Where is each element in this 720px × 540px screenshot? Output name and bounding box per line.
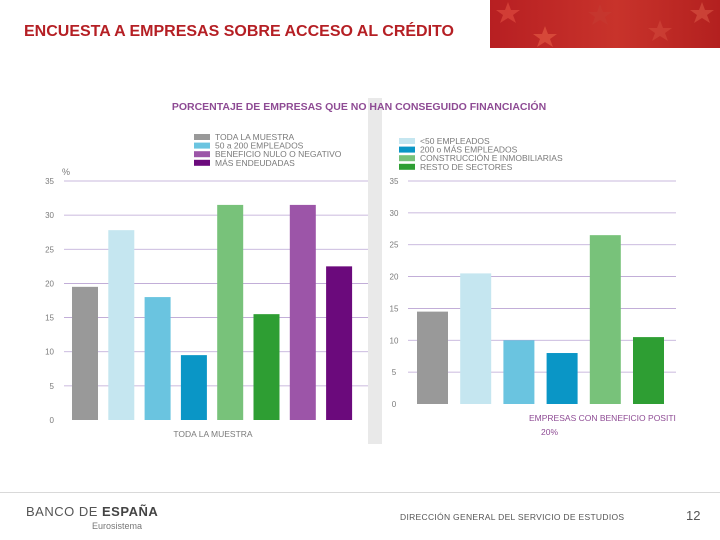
left-bar-2	[144, 297, 171, 420]
right-gridlines: 0 5 10 15 20 25 30 35	[390, 177, 676, 409]
left-bar-6	[289, 204, 316, 420]
left-y-tick-label: 10	[45, 348, 54, 357]
left-bar-0	[72, 286, 98, 420]
bank-logo: BANCO DE ESPAÑA	[26, 504, 159, 519]
right-legend-swatch	[399, 155, 415, 162]
right-bar-0	[417, 311, 448, 404]
right-y-tick-label: 20	[390, 273, 399, 282]
left-legend-label: BENEFICIO NULO O NEGATIVO	[215, 149, 342, 159]
left-legend-swatch	[194, 159, 210, 166]
left-bar-5	[253, 314, 280, 420]
left-bars	[72, 204, 353, 420]
chart-panel: PORCENTAJE DE EMPRESAS QUE NO HAN CONSEG…	[42, 98, 676, 444]
right-y-tick-label: 35	[390, 177, 399, 186]
slide-title: ENCUESTA A EMPRESAS SOBRE ACCESO AL CRÉD…	[24, 23, 454, 40]
left-y-tick-label: 35	[45, 177, 54, 186]
left-legend-swatch	[194, 134, 210, 140]
left-bar-7	[326, 266, 353, 420]
left-bar-3	[180, 355, 207, 420]
left-bar-4	[217, 204, 244, 420]
right-y-tick-label: 10	[390, 336, 399, 345]
footer-department: DIRECCIÓN GENERAL DEL SERVICIO DE ESTUDI…	[400, 512, 625, 522]
left-y-tick-label: 5	[50, 382, 55, 391]
right-legend-label: 200 o MÁS EMPLEADOS	[420, 145, 518, 155]
page-number: 12	[686, 508, 701, 523]
right-x-axis-label: EMPRESAS CON BENEFICIO POSITIVO Y DEUDA/…	[529, 413, 676, 437]
bar-charts: PORCENTAJE DE EMPRESAS QUE NO HAN CONSEG…	[42, 98, 676, 444]
right-legend-label: <50 EMPLEADOS	[420, 136, 490, 146]
chart-title: PORCENTAJE DE EMPRESAS QUE NO HAN CONSEG…	[172, 100, 546, 113]
bank-logo-subtitle: Eurosistema	[92, 521, 143, 531]
left-legend-label: MÁS ENDEUDADAS	[215, 158, 295, 168]
right-y-tick-label: 5	[392, 368, 397, 377]
right-y-tick-label: 25	[390, 241, 399, 250]
left-y-tick-label: 0	[50, 416, 55, 425]
left-bar-1	[108, 230, 135, 420]
left-legend-label: 50 a 200 EMPLEADOS	[215, 141, 304, 151]
star-pattern-icon	[496, 2, 714, 47]
right-bar-3	[546, 353, 578, 404]
right-legend-swatch	[399, 163, 415, 170]
right-y-tick-label: 15	[390, 304, 399, 313]
right-bar-5	[633, 337, 664, 404]
right-bars	[417, 235, 664, 404]
left-legend-label: TODA LA MUESTRA	[215, 132, 295, 142]
left-y-tick-label: 20	[45, 279, 54, 288]
left-y-tick-label: 15	[45, 314, 54, 323]
left-x-axis-label: TODA LA MUESTRA	[173, 429, 253, 439]
decorative-banner	[490, 0, 720, 48]
left-y-tick-label: 25	[45, 245, 54, 254]
right-legend-swatch	[399, 138, 415, 144]
y-axis-unit-label: %	[62, 167, 70, 177]
right-bar-2	[503, 340, 535, 404]
right-bar-4	[589, 235, 621, 404]
right-bar-1	[460, 273, 492, 404]
left-legend-swatch	[194, 151, 210, 158]
right-legend-label: CONSTRUCCIÓN E INMOBILIARIAS	[420, 153, 563, 163]
right-legend-label: RESTO DE SECTORES	[420, 162, 513, 172]
right-legend-swatch	[399, 146, 415, 153]
left-y-tick-label: 30	[45, 211, 54, 220]
footer-divider	[0, 492, 720, 493]
right-y-tick-label: 0	[392, 400, 397, 409]
left-legend-swatch	[194, 142, 210, 149]
right-y-tick-label: 30	[390, 209, 399, 218]
